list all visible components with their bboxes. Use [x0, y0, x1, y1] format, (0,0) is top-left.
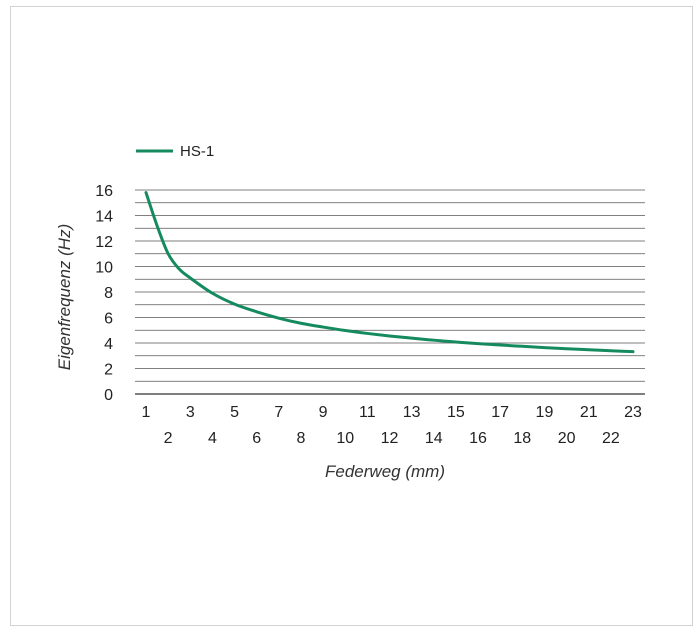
x-tick-label: 16 — [469, 430, 487, 447]
y-tick-label: 16 — [95, 183, 113, 200]
x-tick-label: 19 — [536, 404, 554, 421]
grid-lines — [135, 189, 645, 395]
y-tick-labels: 0 2 4 6 8 10 12 14 16 — [95, 183, 113, 404]
x-tick-label: 13 — [403, 404, 421, 421]
x-axis-title: Federweg (mm) — [325, 462, 445, 481]
x-tick-label: 3 — [186, 404, 195, 421]
x-tick-label: 14 — [425, 430, 443, 447]
y-tick-label: 0 — [104, 387, 113, 404]
x-tick-label: 12 — [381, 430, 399, 447]
x-tick-label: 9 — [319, 404, 328, 421]
x-tick-label: 8 — [297, 430, 306, 447]
x-tick-label: 2 — [164, 430, 173, 447]
x-tick-label: 21 — [580, 404, 598, 421]
x-tick-label: 6 — [252, 430, 261, 447]
x-tick-label: 23 — [624, 404, 642, 421]
x-tick-label: 18 — [513, 430, 531, 447]
x-tick-label: 22 — [602, 430, 620, 447]
y-tick-label: 14 — [95, 209, 113, 226]
x-tick-label: 15 — [447, 404, 465, 421]
x-tick-label: 17 — [491, 404, 509, 421]
x-tick-label: 11 — [359, 404, 376, 421]
y-axis-title: Eigenfrequenz (Hz) — [55, 224, 74, 370]
y-tick-label: 10 — [95, 260, 113, 277]
legend: HS-1 — [136, 143, 214, 160]
y-tick-label: 8 — [104, 285, 113, 302]
y-tick-label: 12 — [95, 234, 113, 251]
legend-label-hs-1: HS-1 — [180, 143, 214, 160]
y-tick-label: 6 — [104, 311, 113, 328]
y-tick-label: 4 — [104, 336, 113, 353]
x-tick-label: 7 — [274, 404, 283, 421]
x-tick-label: 4 — [208, 430, 217, 447]
x-tick-label: 1 — [142, 404, 151, 421]
x-tick-label: 5 — [230, 404, 239, 421]
x-tick-label: 20 — [558, 430, 576, 447]
y-tick-label: 2 — [104, 362, 113, 379]
series-group — [144, 191, 635, 354]
series-line-hs-1 — [144, 191, 635, 354]
x-tick-label: 10 — [336, 430, 354, 447]
